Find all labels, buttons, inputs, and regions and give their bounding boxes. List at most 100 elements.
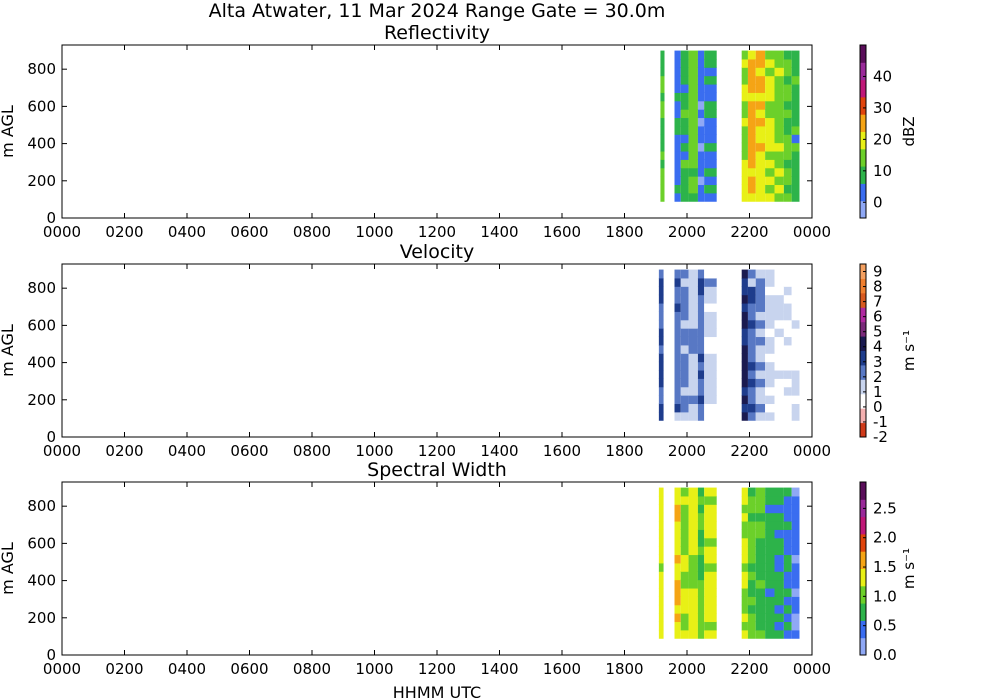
colorbar-segment <box>860 408 866 424</box>
data-cell <box>765 67 775 77</box>
colorbar-segment <box>860 620 866 639</box>
data-cell <box>774 554 784 564</box>
x-tick-label: 0800 <box>293 223 331 241</box>
data-cell <box>680 579 689 589</box>
data-cell <box>680 546 689 556</box>
data-cell <box>765 75 775 85</box>
colorbar-label: m s⁻¹ <box>900 330 918 371</box>
data-cell <box>774 184 784 194</box>
data-cell <box>774 546 784 556</box>
colorbar-segment <box>860 516 866 535</box>
data-cell <box>765 487 775 497</box>
data-cell <box>774 100 784 110</box>
data-cell <box>741 159 748 169</box>
data-cell <box>747 629 756 639</box>
data-cell <box>791 529 800 539</box>
data-cell <box>774 167 784 177</box>
data-cell <box>697 411 705 421</box>
data-cell <box>791 109 800 119</box>
data-cell <box>774 537 784 547</box>
data-cell <box>658 562 664 572</box>
data-cell <box>774 176 784 186</box>
data-cell <box>783 176 792 186</box>
data-cell <box>680 588 689 597</box>
data-cell <box>755 512 766 522</box>
data-cell <box>680 344 689 354</box>
data-cell <box>755 378 766 388</box>
data-cell <box>674 604 681 614</box>
data-cell <box>747 554 756 564</box>
data-cell <box>674 134 681 144</box>
data-cell <box>765 100 775 110</box>
data-cell <box>688 529 698 539</box>
data-cell <box>697 336 705 346</box>
data-cell <box>791 117 800 127</box>
data-cell <box>688 159 698 169</box>
data-cell <box>658 604 664 614</box>
colorbar-tick-label: 1.5 <box>873 558 897 576</box>
data-cell <box>704 277 717 287</box>
data-cell <box>688 117 698 127</box>
data-cell <box>704 159 717 169</box>
data-cell <box>774 353 784 363</box>
data-cell <box>774 303 784 312</box>
data-cell <box>680 353 689 363</box>
panel-title: Reflectivity <box>384 22 490 44</box>
data-cell <box>674 521 681 530</box>
data-cell <box>697 579 705 589</box>
data-cell <box>688 554 698 564</box>
data-cell <box>680 100 689 110</box>
data-cell <box>765 495 775 505</box>
data-cell <box>783 562 792 572</box>
data-cell <box>791 487 800 497</box>
data-cell <box>704 319 717 329</box>
data-cell <box>680 554 689 564</box>
data-cell <box>704 546 717 556</box>
data-cell <box>755 167 766 177</box>
data-cell <box>765 562 775 572</box>
data-cell <box>674 328 681 338</box>
data-cell <box>704 537 717 547</box>
data-cell <box>741 117 748 127</box>
data-cell <box>697 546 705 556</box>
data-cell <box>791 100 800 110</box>
data-cell <box>674 562 681 572</box>
data-cell <box>755 100 766 110</box>
data-cell <box>674 167 681 177</box>
data-cell <box>755 621 766 631</box>
data-cell <box>755 596 766 606</box>
data-cell <box>755 134 766 144</box>
data-cell <box>680 92 689 102</box>
data-cell <box>747 67 756 77</box>
data-cell <box>747 512 756 522</box>
data-cell <box>783 521 792 530</box>
data-cell <box>688 370 698 379</box>
figure-title: Alta Atwater, 11 Mar 2024 Range Gate = 3… <box>209 0 666 22</box>
colorbar-segment <box>860 62 866 81</box>
data-cell <box>747 100 756 110</box>
data-cell <box>680 269 689 279</box>
data-cell <box>747 286 756 296</box>
data-cell <box>660 109 665 119</box>
data-cell <box>660 176 665 186</box>
data-cell <box>747 117 756 127</box>
data-cell <box>791 378 800 388</box>
data-cell <box>741 604 748 614</box>
data-cell <box>680 487 689 497</box>
data-cell <box>680 184 689 194</box>
data-cell <box>680 176 689 186</box>
colorbar-segment <box>860 183 866 202</box>
data-cell <box>680 151 689 160</box>
data-cell <box>755 537 766 547</box>
data-cell <box>765 176 775 186</box>
data-cell <box>774 84 784 93</box>
data-cell <box>783 378 792 388</box>
data-cell <box>658 403 664 413</box>
data-cell <box>755 319 766 329</box>
data-cell <box>741 100 748 110</box>
data-cell <box>674 303 681 312</box>
data-cell <box>658 353 664 363</box>
data-cell <box>680 403 689 413</box>
data-cell <box>704 328 717 338</box>
